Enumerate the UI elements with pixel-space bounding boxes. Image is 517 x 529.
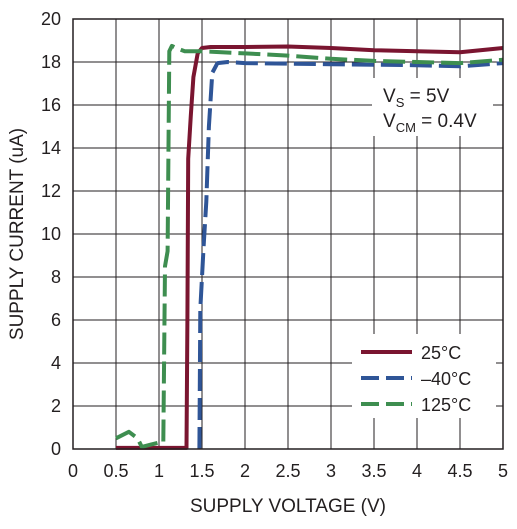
y-tick-label-1: 2 [51, 396, 61, 416]
y-tick-label-0: 0 [51, 439, 61, 459]
x-tick-label-3: 1.5 [189, 461, 214, 481]
annotation-vs: VS = 5V [383, 86, 450, 110]
y-tick-label-3: 6 [51, 310, 61, 330]
y-axis-title: SUPPLY CURRENT (uA) [7, 128, 28, 340]
y-tick-label-7: 14 [41, 138, 61, 158]
y-tick-label-8: 16 [41, 95, 61, 115]
y-tick-label-10: 20 [41, 9, 61, 29]
x-tick-label-1: 0.5 [103, 461, 128, 481]
plot-frame [72, 18, 504, 450]
legend-label-1: –40°C [421, 369, 471, 389]
series-line-2 [115, 43, 504, 449]
x-axis-title: SUPPLY VOLTAGE (V) [190, 496, 386, 517]
x-tick-label-0: 0 [68, 461, 78, 481]
y-tick-labels: 0 2 4 6 8 10 12 14 16 18 20 [41, 9, 61, 459]
x-tick-label-8: 4 [412, 461, 422, 481]
y-tick-label-5: 10 [41, 224, 61, 244]
series-line-0 [116, 44, 504, 450]
annotation-box [372, 78, 493, 136]
y-tick-label-6: 12 [41, 181, 61, 201]
x-tick-label-5: 2.5 [275, 461, 300, 481]
x-tick-label-2: 1 [154, 461, 164, 481]
series-line-1 [197, 60, 504, 450]
y-tick-label-9: 18 [41, 52, 61, 72]
annotation-vcm: VCM = 0.4V [383, 111, 477, 135]
y-tick-label-2: 4 [51, 353, 61, 373]
x-tick-label-6: 3 [326, 461, 336, 481]
legend-label-0: 25°C [421, 343, 461, 363]
x-tick-label-4: 2 [240, 461, 250, 481]
x-tick-labels: 0 0.5 1 1.5 2 2.5 3 3.5 4 4.5 5 [68, 461, 508, 481]
series-group [115, 43, 504, 450]
x-tick-label-7: 3.5 [361, 461, 386, 481]
x-tick-label-9: 4.5 [447, 461, 472, 481]
legend-label-2: 125°C [421, 395, 471, 415]
y-tick-label-4: 8 [51, 267, 61, 287]
x-tick-label-10: 5 [498, 461, 508, 481]
legend: 25°C –40°C 125°C [361, 343, 471, 415]
